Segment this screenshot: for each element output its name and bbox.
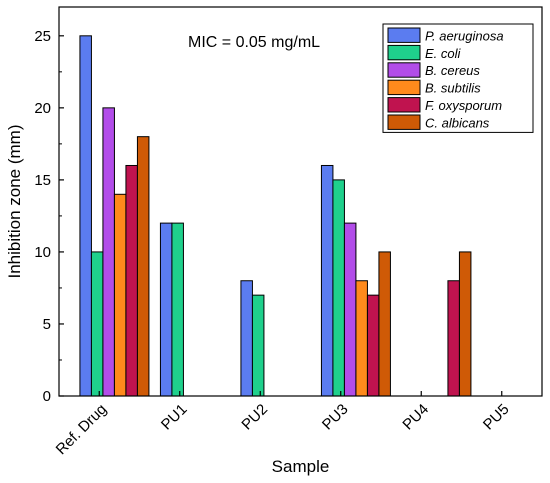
x-axis-title: Sample [272, 457, 330, 476]
bar [79, 35, 92, 397]
x-tick-label: PU1 [158, 401, 191, 434]
bar [458, 251, 472, 397]
legend-label: E. coli [425, 46, 462, 61]
x-tick-label: PU5 [480, 401, 513, 434]
bar [171, 222, 184, 397]
bar [102, 107, 115, 397]
bar [355, 280, 368, 397]
y-tick-label: 5 [43, 316, 51, 333]
x-tick-label: PU2 [238, 401, 271, 434]
bar [136, 136, 150, 397]
bar [240, 280, 253, 397]
plot-frame [58, 6, 543, 397]
legend-swatch [387, 114, 421, 130]
y-tick-label: 10 [34, 244, 51, 261]
bar [90, 251, 104, 397]
mic-annotation: MIC = 0.05 mg/mL [188, 34, 320, 51]
legend-swatch [387, 79, 421, 96]
y-tick-label: 20 [34, 100, 51, 117]
legend-swatch [387, 27, 421, 43]
bar [320, 164, 334, 397]
legend: P. aeruginosa E. coli B. cereus B. subtilis… [382, 23, 534, 133]
legend-swatch [387, 62, 421, 78]
x-tick-label: Ref. Drug [53, 401, 110, 458]
legend-swatch [387, 44, 421, 61]
legend-label: C. albicans [425, 115, 490, 130]
y-tick-label: 25 [34, 28, 51, 45]
bar [447, 280, 460, 397]
bar [113, 193, 127, 397]
y-tick-label: 15 [34, 172, 51, 189]
bar [378, 251, 391, 397]
legend-swatch [387, 97, 421, 113]
bar [366, 294, 380, 397]
bar [159, 222, 173, 397]
legend-label: F. oxysporum [425, 98, 502, 113]
x-tick-label: PU4 [399, 401, 432, 434]
y-axis: 0 5 10 15 20 25 [34, 28, 64, 405]
x-tick-label: PU3 [319, 401, 352, 434]
bar [251, 294, 265, 397]
legend-label: B. cereus [425, 63, 480, 78]
y-axis-title: Inhibition zone (mm) [5, 124, 24, 278]
legend-label: B. subtilis [425, 81, 481, 96]
bar [343, 222, 357, 397]
x-axis: Ref. Drug PU1 PU2 PU3 PU4 PU5 [53, 391, 513, 458]
legend-label: P. aeruginosa [425, 28, 504, 43]
bar [332, 179, 345, 397]
y-tick-label: 0 [43, 388, 51, 405]
bars-layer [79, 35, 472, 397]
bar [125, 164, 138, 397]
